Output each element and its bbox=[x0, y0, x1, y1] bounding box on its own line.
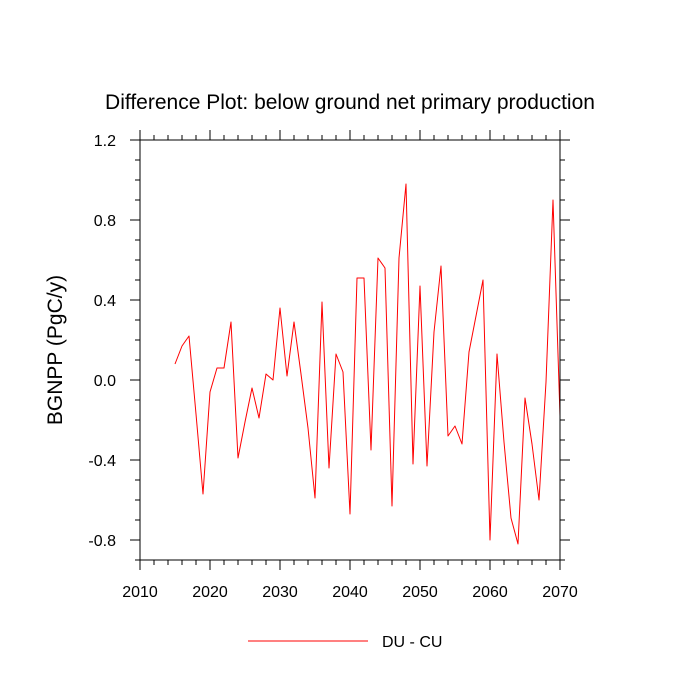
y-tick-label: 0.8 bbox=[94, 213, 116, 230]
y-tick-label: 0.4 bbox=[94, 293, 116, 310]
y-tick-label: -0.8 bbox=[88, 533, 116, 550]
y-tick-label: -0.4 bbox=[88, 453, 116, 470]
y-axis-label: BGNPP (PgC/y) bbox=[44, 275, 67, 425]
x-tick-label: 2020 bbox=[192, 584, 228, 601]
x-tick-label: 2050 bbox=[402, 584, 438, 601]
chart-title: Difference Plot: below ground net primar… bbox=[105, 91, 595, 114]
x-tick-label: 2040 bbox=[332, 584, 368, 601]
x-tick-label: 2060 bbox=[472, 584, 508, 601]
x-axis: 2010 2020 2030 2040 2050 2060 2070 bbox=[122, 130, 578, 601]
x-tick-label: 2070 bbox=[542, 584, 578, 601]
x-tick-label: 2030 bbox=[262, 584, 298, 601]
series-line-0 bbox=[174, 183, 561, 545]
y-axis: -0.8 -0.4 0.0 0.4 0.8 1.2 bbox=[88, 133, 570, 561]
plot-frame bbox=[139, 139, 561, 561]
y-tick-label: 1.2 bbox=[94, 133, 116, 150]
legend-label: DU - CU bbox=[382, 634, 442, 651]
legend: DU - CU bbox=[248, 634, 442, 651]
x-tick-label: 2010 bbox=[122, 584, 158, 601]
series-group bbox=[174, 183, 561, 545]
y-tick-label: 0.0 bbox=[94, 373, 116, 390]
